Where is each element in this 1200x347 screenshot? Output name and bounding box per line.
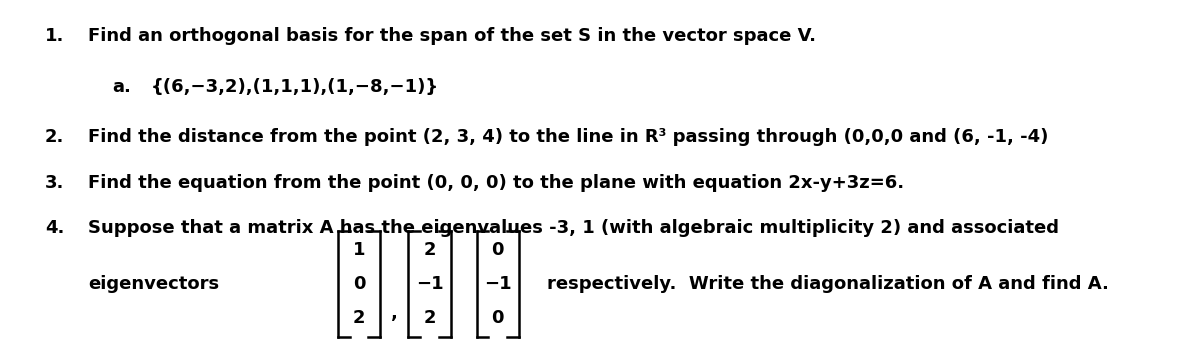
Text: Find the distance from the point (2, 3, 4) to the line in R³ passing through (0,: Find the distance from the point (2, 3, … — [89, 128, 1049, 146]
Text: Find the equation from the point (0, 0, 0) to the plane with equation 2x-y+3z=6.: Find the equation from the point (0, 0, … — [89, 174, 905, 192]
Text: 3.: 3. — [44, 174, 65, 192]
Text: 0: 0 — [492, 241, 504, 259]
Text: respectively.  Write the diagonalization of A and find A.: respectively. Write the diagonalization … — [547, 275, 1109, 293]
Text: 0: 0 — [353, 275, 365, 293]
Text: 1.: 1. — [44, 27, 65, 45]
Text: 0: 0 — [492, 309, 504, 327]
Text: 2.: 2. — [44, 128, 65, 146]
Text: 2: 2 — [424, 241, 436, 259]
Text: 2: 2 — [424, 309, 436, 327]
Text: −1: −1 — [484, 275, 511, 293]
Text: Find an orthogonal basis for the span of the set S in the vector space V.: Find an orthogonal basis for the span of… — [89, 27, 816, 45]
Text: eigenvectors: eigenvectors — [89, 275, 220, 293]
Text: Suppose that a matrix A has the eigenvalues -3, 1 (with algebraic multiplicity 2: Suppose that a matrix A has the eigenval… — [89, 219, 1060, 237]
Text: 1: 1 — [353, 241, 365, 259]
Text: 4.: 4. — [44, 219, 65, 237]
Text: a.: a. — [112, 78, 131, 96]
Text: ,: , — [391, 304, 397, 322]
Text: 2: 2 — [353, 309, 365, 327]
Text: {(6,−3,2),(1,1,1),(1,−8,−1)}: {(6,−3,2),(1,1,1),(1,−8,−1)} — [151, 78, 439, 96]
Text: −1: −1 — [415, 275, 443, 293]
